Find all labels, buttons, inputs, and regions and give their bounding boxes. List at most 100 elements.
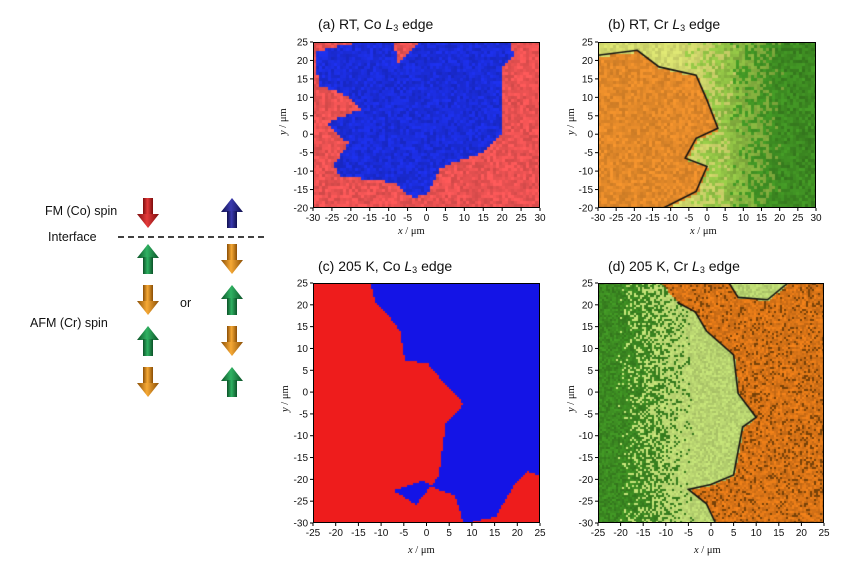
y-tick-label: 5 xyxy=(587,111,593,122)
afm-arrow-down-orange xyxy=(137,285,159,315)
x-tick-label: 25 xyxy=(534,528,546,539)
x-tick-label: -5 xyxy=(684,528,693,539)
x-tick-label: 5 xyxy=(446,528,452,539)
heatmap-d xyxy=(598,283,824,523)
y-tick-label: 5 xyxy=(302,366,308,377)
spin-arrows xyxy=(118,198,268,397)
x-tick-label: 10 xyxy=(466,528,478,539)
y-tick-label: 0 xyxy=(302,388,308,399)
y-tick-label: 0 xyxy=(302,130,308,141)
x-tick-label: -30 xyxy=(306,213,321,224)
x-tick-label: 15 xyxy=(773,528,785,539)
panel-c-axes: -25 -20 -15 -10 -5 0 5 10 15 20 252520151050-5-10-… xyxy=(294,279,546,540)
x-tick-label: 0 xyxy=(424,528,430,539)
or-label: or xyxy=(180,296,192,310)
panel-b-frame xyxy=(598,42,816,208)
y-tick-label: -15 xyxy=(579,185,594,196)
x-tick-label: -5 xyxy=(399,528,408,539)
x-tick-label: 15 xyxy=(756,213,768,224)
y-tick-label: -10 xyxy=(294,431,309,442)
panel-b-title: (b) RT, Cr L3 edge xyxy=(608,16,721,33)
y-tick-label: 25 xyxy=(297,38,309,49)
y-tick-label: -30 xyxy=(579,519,594,530)
y-tick-label: 20 xyxy=(582,56,594,67)
y-tick-label: -20 xyxy=(294,204,309,215)
x-tick-label: 20 xyxy=(497,213,509,224)
interface-label: Interface xyxy=(48,230,97,244)
panel-d-frame xyxy=(598,283,824,523)
panel-c-ylabel: y / μm xyxy=(280,385,291,412)
y-tick-label: -15 xyxy=(579,453,594,464)
panel-b-xlabel: x / μm xyxy=(690,226,717,237)
y-tick-label: 20 xyxy=(297,56,309,67)
x-tick-label: -5 xyxy=(403,213,412,224)
x-tick-label: 10 xyxy=(738,213,750,224)
x-tick-label: -10 xyxy=(663,213,678,224)
y-tick-label: 15 xyxy=(582,322,594,333)
y-tick-label: 0 xyxy=(587,388,593,399)
y-tick-label: 20 xyxy=(582,300,594,311)
x-tick-label: -20 xyxy=(344,213,359,224)
x-tick-label: -15 xyxy=(645,213,660,224)
afm-arrow-up-green xyxy=(221,285,243,315)
x-tick-label: 5 xyxy=(722,213,728,224)
y-tick-label: 15 xyxy=(582,74,594,85)
afm-arrow-down-orange xyxy=(221,326,243,356)
afm-arrow-up-green xyxy=(221,367,243,397)
x-tick-label: 30 xyxy=(810,213,822,224)
y-tick-label: 25 xyxy=(582,279,594,290)
x-tick-label: -20 xyxy=(328,528,343,539)
heatmap-a xyxy=(313,42,540,208)
x-tick-label: -30 xyxy=(591,213,606,224)
x-tick-label: 30 xyxy=(534,213,546,224)
x-tick-label: -25 xyxy=(591,528,606,539)
y-tick-label: -5 xyxy=(584,148,593,159)
y-tick-label: 10 xyxy=(582,93,594,104)
x-tick-label: 0 xyxy=(424,213,430,224)
y-tick-label: 10 xyxy=(582,344,594,355)
afm-arrow-up-green xyxy=(137,244,159,274)
y-tick-label: -5 xyxy=(299,409,308,420)
x-tick-label: 25 xyxy=(818,528,830,539)
y-tick-label: -30 xyxy=(294,519,309,530)
panel-c-xlabel: x / μm xyxy=(408,545,435,556)
heatmap-c xyxy=(313,283,540,523)
x-tick-label: -20 xyxy=(613,528,628,539)
y-tick-label: 15 xyxy=(297,322,309,333)
panel-d-ylabel: y / μm xyxy=(566,385,577,412)
y-tick-label: 25 xyxy=(297,279,309,290)
y-tick-label: -10 xyxy=(579,431,594,442)
panel-d-xlabel: x / μm xyxy=(694,545,721,556)
fm-arrow-down-red xyxy=(137,198,159,228)
y-tick-label: -25 xyxy=(579,497,594,508)
x-tick-label: -15 xyxy=(636,528,651,539)
x-tick-label: -20 xyxy=(627,213,642,224)
x-tick-label: -15 xyxy=(351,528,366,539)
panel-d-title: (d) 205 K, Cr L3 edge xyxy=(608,258,740,275)
x-tick-label: 25 xyxy=(516,213,528,224)
y-tick-label: 10 xyxy=(297,344,309,355)
y-tick-label: -10 xyxy=(579,167,594,178)
panel-a-axes: -30 -25 -20 -15 -10 -5 0 5 10 15 20 25 302520151050-… xyxy=(294,38,546,225)
x-tick-label: 20 xyxy=(796,528,808,539)
x-tick-label: 5 xyxy=(443,213,449,224)
afm-arrow-down-orange xyxy=(137,367,159,397)
panel-c-title: (c) 205 K, Co L3 edge xyxy=(318,258,453,275)
x-tick-label: 25 xyxy=(792,213,804,224)
y-tick-label: -15 xyxy=(294,453,309,464)
y-tick-label: -25 xyxy=(294,497,309,508)
x-tick-label: -25 xyxy=(609,213,624,224)
panel-a-xlabel: x / μm xyxy=(398,226,425,237)
y-tick-label: 5 xyxy=(302,111,308,122)
y-tick-label: 20 xyxy=(297,300,309,311)
y-tick-label: 10 xyxy=(297,93,309,104)
x-tick-label: -10 xyxy=(659,528,674,539)
y-tick-label: 0 xyxy=(587,130,593,141)
afm-spin-label: AFM (Cr) spin xyxy=(30,316,108,330)
panel-a-title: (a) RT, Co L3 edge xyxy=(318,16,434,33)
x-tick-label: 10 xyxy=(459,213,471,224)
x-tick-label: -10 xyxy=(381,213,396,224)
y-tick-label: -20 xyxy=(579,475,594,486)
y-tick-label: 25 xyxy=(582,38,594,49)
y-tick-label: 15 xyxy=(297,74,309,85)
